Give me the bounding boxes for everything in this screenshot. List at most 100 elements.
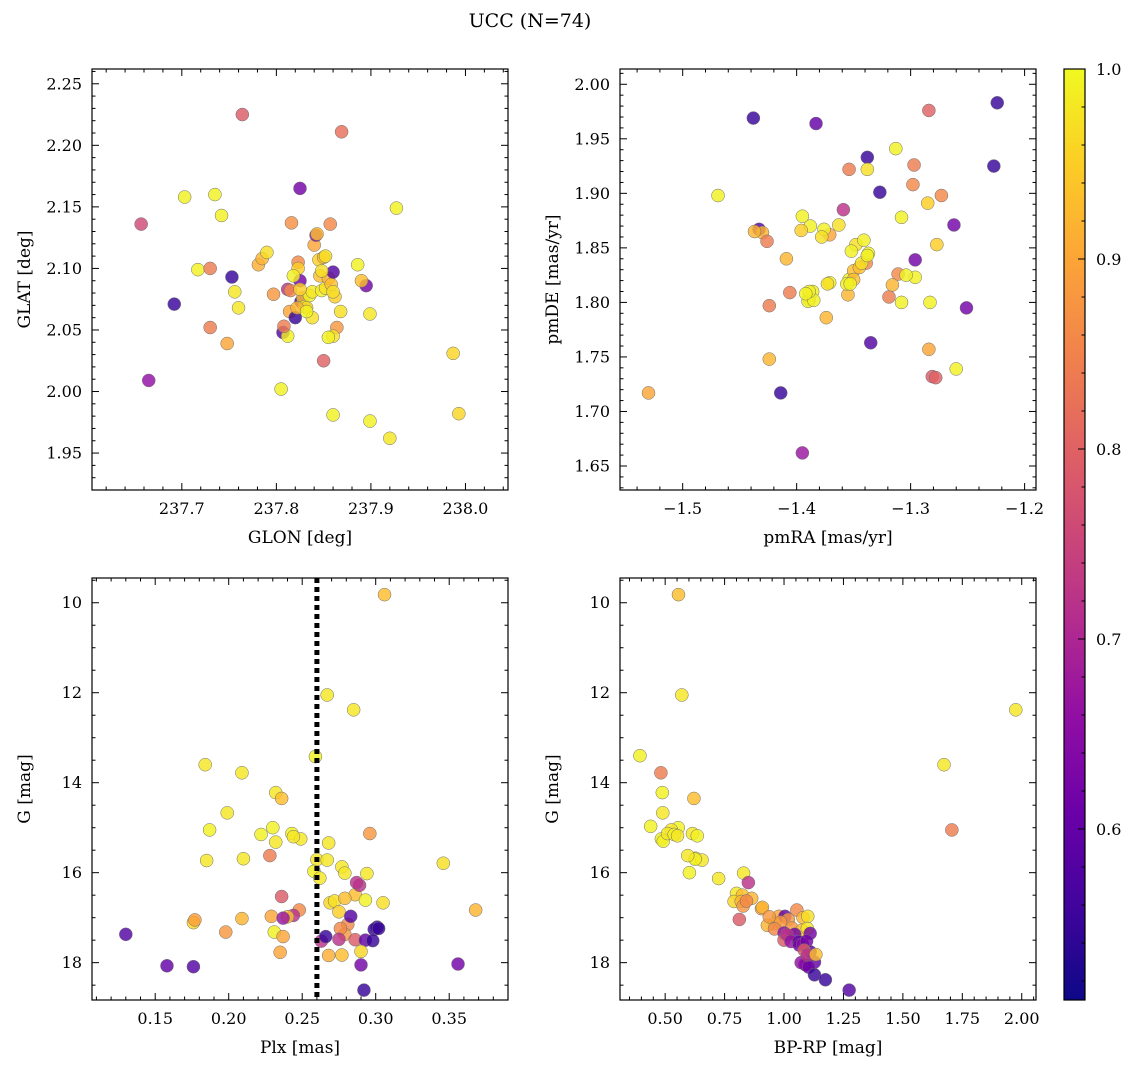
x-tick-label: 0.50 [647, 1009, 683, 1028]
scatter-point [906, 177, 920, 192]
scatter-point [949, 362, 963, 376]
y-tick-label: 16 [590, 863, 610, 882]
scatter-point [690, 829, 705, 843]
scatter-point [682, 865, 697, 880]
scatter-point [363, 307, 377, 321]
y-tick-label: 14 [590, 773, 610, 792]
x-axis-label: Plx [mas] [260, 1038, 340, 1058]
x-tick-label: −1.3 [891, 499, 930, 518]
scatter-point [276, 929, 290, 944]
scatter-point [346, 703, 361, 717]
x-tick-label: 1.00 [766, 1009, 802, 1028]
scatter-point [739, 894, 754, 908]
scatter-point [266, 820, 280, 835]
y-tick-label: 1.95 [46, 444, 82, 463]
scatter-point [882, 290, 896, 304]
scatter-point [264, 909, 279, 924]
y-tick-label: 12 [62, 683, 82, 702]
scatter-point [937, 757, 951, 772]
x-tick-label: 0.15 [137, 1009, 173, 1028]
x-tick-label: 0.25 [284, 1009, 320, 1028]
axis-ticks [620, 69, 1036, 490]
colorbar: 0.6 0.7 0.8 0.9 1.0 [1063, 60, 1121, 1001]
scatter-point [643, 819, 658, 834]
scatter-point [844, 244, 859, 258]
scatter-point [446, 346, 460, 361]
scatter-point [236, 851, 251, 866]
scatter-point [203, 320, 217, 335]
scatter-point [842, 162, 856, 177]
x-tick-label: 237.7 [159, 499, 205, 518]
x-tick-label: 0.30 [358, 1009, 394, 1028]
scatter-point [633, 748, 647, 763]
scatter-point [186, 959, 201, 974]
scatter-point [795, 209, 810, 223]
scatter-point [760, 234, 774, 249]
scatter-point [468, 903, 483, 917]
y-tick-label: 10 [590, 593, 610, 612]
scatter-point [908, 253, 922, 267]
scatter-point [818, 973, 833, 987]
scatter-point [321, 330, 336, 345]
scatter-point [747, 224, 762, 239]
scatter-point [326, 265, 340, 279]
scatter-point [323, 217, 338, 231]
scatter-point [235, 911, 249, 926]
scatter-point [920, 196, 935, 210]
scatter-point [675, 688, 689, 702]
scatter-point [899, 268, 913, 282]
y-tick-label: 1.75 [574, 347, 610, 366]
scatter-point [203, 261, 217, 276]
scatter-point [809, 116, 823, 131]
scatter-point [762, 910, 777, 924]
scatter-point [814, 230, 829, 244]
scatter-points [134, 107, 466, 446]
scatter-point [254, 827, 268, 842]
scatter-point [119, 927, 133, 942]
x-tick-label: −1.5 [663, 499, 702, 518]
y-axis-label: G [mag] [543, 754, 563, 823]
scatter-point [320, 853, 334, 867]
scatter-point [343, 909, 358, 924]
y-tick-label: 2.00 [46, 382, 82, 401]
y-tick-label: 2.05 [46, 320, 82, 339]
x-axis-label: BP-RP [mag] [774, 1038, 883, 1058]
scatter-point [321, 948, 336, 963]
scatter-point [922, 342, 936, 357]
scatter-point [363, 826, 377, 841]
scatter-point [338, 891, 352, 906]
scatter-point [314, 264, 329, 278]
colorbar-tick-label: 0.7 [1096, 630, 1121, 649]
scatter-point [762, 298, 777, 313]
scatter-point [842, 983, 856, 997]
y-tick-label: 18 [62, 953, 82, 972]
colorbar-tick-label: 0.6 [1096, 820, 1121, 839]
scatter-point [820, 277, 835, 291]
panel-plx-g: 0.15 0.20 0.25 0.30 0.35 10 12 14 16 18 Plx [mas] G… [15, 577, 509, 1058]
scatter-point [680, 848, 695, 863]
scatter-point [656, 806, 670, 820]
y-tick-label: 1.85 [574, 238, 610, 257]
scatter-point [326, 408, 340, 422]
scatter-points [119, 587, 483, 997]
scatter-point [358, 893, 373, 907]
scatter-point [235, 766, 249, 780]
scatter-point [228, 285, 242, 299]
x-tick-label: 1.75 [944, 1009, 980, 1028]
scatter-point [310, 227, 324, 241]
x-tick-label: 1.25 [826, 1009, 862, 1028]
scatter-point [160, 959, 174, 973]
scatter-point [199, 853, 214, 868]
scatter-point [857, 233, 871, 247]
scatter-point [436, 856, 451, 870]
colorbar-gradient [1063, 68, 1086, 1001]
scatter-point [641, 386, 656, 400]
scatter-point [889, 141, 903, 156]
axis-ticks [620, 578, 1036, 1000]
scatter-point [945, 823, 959, 837]
scatter-point [894, 210, 909, 225]
scatter-point [299, 304, 314, 319]
scatter-point [134, 217, 148, 231]
scatter-point [332, 905, 346, 919]
